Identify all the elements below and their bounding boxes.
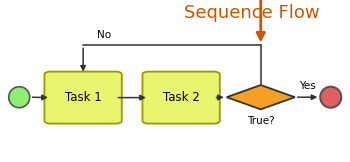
Polygon shape xyxy=(227,85,295,109)
Ellipse shape xyxy=(320,87,341,108)
Ellipse shape xyxy=(9,87,30,108)
FancyBboxPatch shape xyxy=(44,72,122,124)
Text: Task 2: Task 2 xyxy=(163,91,199,104)
Text: True?: True? xyxy=(247,116,274,126)
Text: No: No xyxy=(97,30,111,40)
Text: Yes: Yes xyxy=(299,81,316,91)
FancyBboxPatch shape xyxy=(142,72,220,124)
Text: Sequence Flow: Sequence Flow xyxy=(184,4,320,22)
Text: Task 1: Task 1 xyxy=(65,91,102,104)
